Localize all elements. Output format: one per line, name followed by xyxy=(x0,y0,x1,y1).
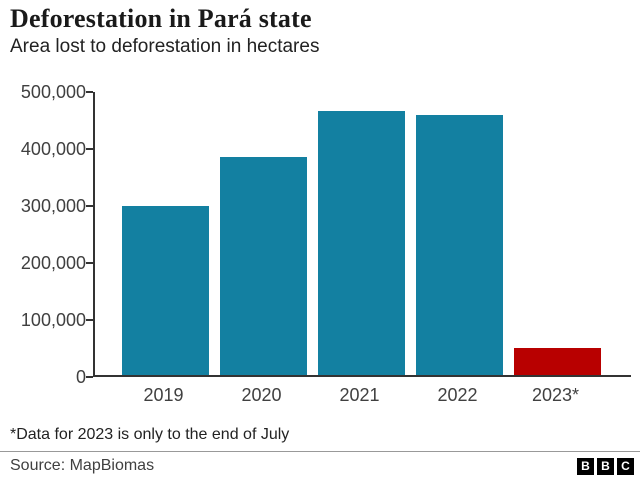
chart-subtitle: Area lost to deforestation in hectares xyxy=(10,36,320,57)
bbc-logo-letter: C xyxy=(617,457,634,475)
x-tick-label: 2022 xyxy=(437,385,478,405)
bar-2021 xyxy=(318,111,405,375)
chart-title: Deforestation in Pará state xyxy=(10,4,312,33)
x-tick-label: 2021 xyxy=(339,385,380,405)
x-tick-label: 2019 xyxy=(143,385,184,405)
bar-2022 xyxy=(416,115,503,375)
plot-area xyxy=(93,92,631,377)
bbc-logo-letter: B xyxy=(577,457,594,475)
y-tick-label: 100,000 xyxy=(20,310,86,330)
y-tick-mark xyxy=(86,262,93,264)
footnote: *Data for 2023 is only to the end of Jul… xyxy=(10,426,290,443)
y-tick-label: 400,000 xyxy=(20,139,86,159)
y-tick-mark xyxy=(86,91,93,93)
bar-2023 xyxy=(514,348,601,375)
y-tick-label: 300,000 xyxy=(20,196,86,216)
y-tick-label: 500,000 xyxy=(20,82,86,102)
y-tick-label: 0 xyxy=(75,367,86,387)
y-tick-mark xyxy=(86,205,93,207)
bar-2019 xyxy=(122,206,209,375)
y-tick-mark xyxy=(86,376,93,378)
x-tick-label: 2020 xyxy=(241,385,282,405)
bar-chart: 0 100,000 200,000 300,000 400,000 500,000 201… xyxy=(0,82,640,410)
bar-2020 xyxy=(220,157,307,375)
chart-header: Deforestation in Pará state Area lost to… xyxy=(0,0,640,59)
footer-divider xyxy=(0,451,640,452)
bbc-logo-letter: B xyxy=(597,457,614,475)
y-tick-label: 200,000 xyxy=(20,253,86,273)
x-tick-label: 2023* xyxy=(531,385,580,405)
y-tick-mark xyxy=(86,148,93,150)
source-text: Source: MapBiomas xyxy=(10,457,155,474)
y-tick-mark xyxy=(86,319,93,321)
